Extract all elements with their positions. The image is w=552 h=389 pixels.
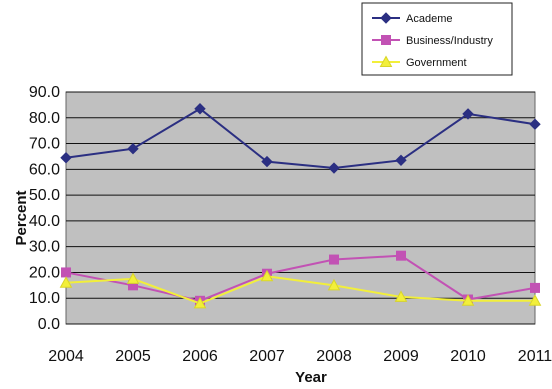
x-tick-label: 2009: [383, 348, 419, 365]
y-axis-ticks: 0.0 10.0 20.0 30.0 40.0 50.0 60.0 70.0 80.0 90.0: [29, 84, 60, 333]
legend-label-academe: Academe: [406, 13, 452, 25]
y-tick-label: 90.0: [29, 84, 60, 101]
x-tick-label: 2006: [182, 348, 218, 365]
data-point-academe: [395, 154, 407, 167]
data-point-academe: [194, 103, 206, 115]
y-tick-label: 80.0: [29, 110, 60, 127]
legend-marker-business-industry: [381, 35, 391, 45]
legend-marker-academe: [380, 12, 392, 24]
data-point-academe: [127, 143, 139, 155]
data-point-academe: [529, 118, 541, 130]
y-tick-label: 10.0: [29, 290, 60, 307]
y-tick-label: 60.0: [29, 161, 60, 178]
data-point-government: [260, 269, 274, 282]
y-tick-label: 30.0: [29, 239, 60, 256]
plot-area: [65, 91, 536, 325]
y-tick-label: 0.0: [38, 316, 60, 333]
legend: Academe Business/Industry Government: [361, 2, 513, 76]
data-point-government: [327, 278, 341, 291]
x-tick-label: 2011: [518, 348, 552, 365]
x-axis-title: Year: [295, 369, 327, 386]
data-point-business-industry: [396, 250, 406, 261]
y-axis-title: Percent: [13, 190, 30, 245]
gridlines: [66, 91, 535, 325]
data-point-business-industry: [530, 282, 540, 293]
x-axis-ticks: 2004 2005 2006 2007 2008 2009 2010 2011: [48, 348, 552, 365]
y-tick-label: 70.0: [29, 136, 60, 153]
data-point-business-industry: [329, 254, 339, 265]
y-tick-label: 20.0: [29, 264, 60, 281]
data-point-academe: [261, 155, 273, 168]
x-tick-label: 2005: [115, 348, 151, 365]
series-government: [59, 269, 542, 309]
x-tick-label: 2010: [450, 348, 486, 365]
series-line-academe: [65, 107, 536, 170]
data-point-academe: [328, 162, 340, 174]
data-point-business-industry: [61, 267, 71, 278]
legend-label-government: Government: [406, 57, 467, 69]
series-line-government: [65, 275, 535, 305]
data-point-academe: [462, 108, 474, 120]
series-group: [59, 103, 542, 309]
data-point-government: [461, 294, 475, 306]
legend-marker-government: [379, 55, 393, 67]
data-point-government: [126, 272, 140, 284]
x-tick-label: 2007: [249, 348, 285, 365]
x-tick-label: 2008: [316, 348, 352, 365]
data-point-government: [193, 296, 207, 309]
x-tick-label: 2004: [48, 348, 84, 365]
y-tick-label: 40.0: [29, 213, 60, 230]
data-point-academe: [60, 152, 72, 164]
series-academe: [60, 103, 541, 174]
legend-label-business-industry: Business/Industry: [406, 35, 493, 47]
data-point-government: [528, 294, 542, 306]
series-line-business-industry: [65, 254, 536, 302]
y-tick-label: 50.0: [29, 187, 60, 204]
data-point-government: [59, 276, 73, 288]
data-point-government: [394, 290, 408, 302]
